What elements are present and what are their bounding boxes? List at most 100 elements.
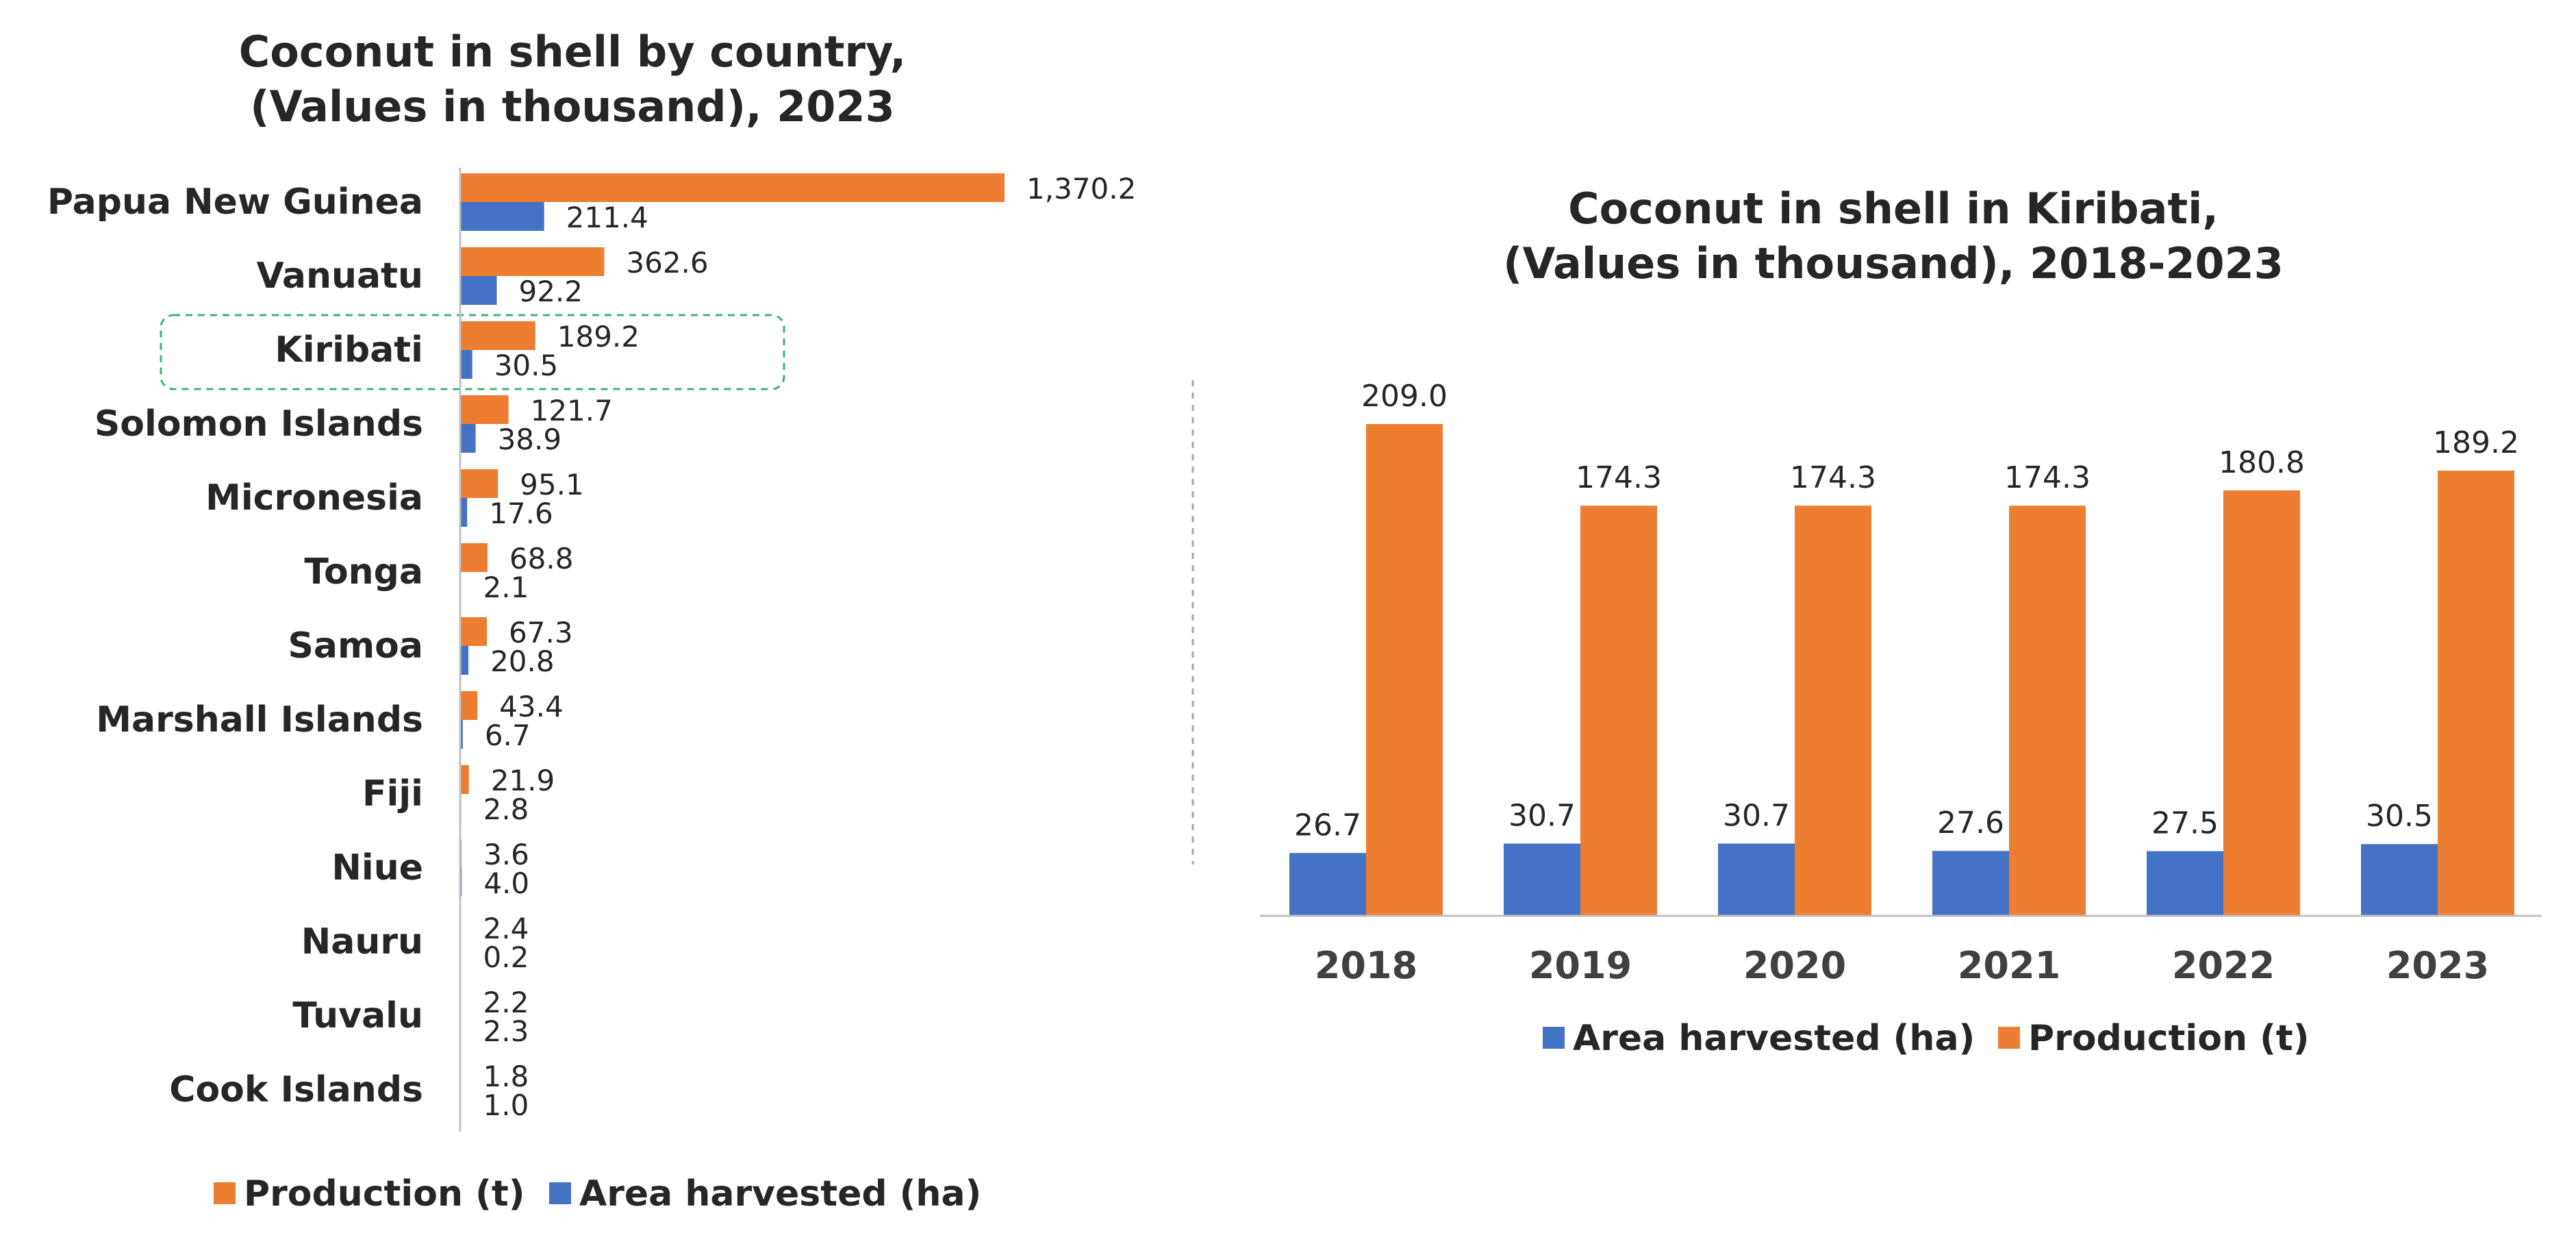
bar-production-vanuatu [460, 247, 605, 276]
bar-area-2021 [1932, 851, 2009, 916]
bar-production-2022 [2223, 490, 2300, 916]
data-label-production-solomon-islands: 121.7 [531, 394, 613, 427]
x-tick-label-2019: 2019 [1529, 944, 1632, 987]
x-tick-label-2018: 2018 [1315, 944, 1417, 987]
data-label-area-niue: 4.0 [483, 867, 529, 900]
category-label-cook-islands: Cook Islands [169, 1069, 423, 1110]
category-label-tuvalu: Tuvalu [292, 995, 423, 1036]
category-label-marshall-islands: Marshall Islands [96, 699, 423, 740]
left-legend-label-production: Production (t) [244, 1173, 525, 1214]
right-chart-title-line-2: (Values in thousand), 2018-2023 [1503, 238, 2284, 288]
bar-area-kiribati [460, 350, 472, 379]
x-tick-label-2021: 2021 [1958, 944, 2060, 987]
bar-area-2019 [1504, 843, 1580, 916]
data-label-production-2019: 174.3 [1576, 460, 1662, 495]
data-label-production-tuvalu: 2.2 [483, 986, 529, 1019]
left-chart-title-line-1: Coconut in shell by country, [239, 27, 906, 77]
bar-production-kiribati [460, 321, 535, 350]
data-label-area-2022: 27.5 [2151, 806, 2219, 841]
bar-area-vanuatu [460, 276, 497, 305]
legend-swatch-area [549, 1182, 571, 1204]
data-label-production-papua-new-guinea: 1,370.2 [1026, 172, 1136, 205]
bar-area-2018 [1289, 853, 1366, 916]
left-legend: Production (t) Area harvested (ha) [214, 1173, 981, 1214]
category-label-nauru: Nauru [301, 921, 423, 962]
x-tick-label-2022: 2022 [2172, 944, 2275, 987]
data-label-production-tonga: 68.8 [509, 542, 574, 575]
data-label-production-kiribati: 189.2 [557, 320, 640, 353]
data-label-production-marshall-islands: 43.4 [499, 690, 564, 723]
data-label-area-2019: 30.7 [1508, 799, 1576, 834]
legend-swatch-area [1543, 1027, 1565, 1049]
data-label-area-micronesia: 17.6 [489, 497, 553, 530]
bar-area-2020 [1718, 843, 1795, 916]
bar-area-2022 [2147, 851, 2223, 916]
bar-area-samoa [460, 646, 469, 675]
data-label-area-cook-islands: 1.0 [483, 1088, 529, 1122]
data-label-area-2018: 26.7 [1294, 808, 1361, 843]
data-label-production-micronesia: 95.1 [520, 468, 584, 501]
country-bar-chart: Coconut in shell by country, (Values in … [47, 27, 1136, 1214]
highlight-box-kiribati [160, 314, 785, 390]
data-label-area-tonga: 2.1 [483, 571, 529, 604]
data-label-production-niue: 3.6 [483, 838, 529, 871]
category-label-vanuatu: Vanuatu [257, 256, 424, 297]
data-label-production-vanuatu: 362.6 [626, 246, 708, 279]
left-bars-group: Papua New Guinea 1,370.2 211.4 Vanuatu 362.6… [47, 172, 1136, 1122]
data-label-area-vanuatu: 92.2 [518, 275, 583, 308]
bar-area-2023 [2361, 844, 2438, 916]
x-tick-label-2023: 2023 [2386, 944, 2489, 987]
bar-production-2023 [2438, 471, 2514, 916]
legend-swatch-production [214, 1182, 236, 1204]
bar-production-tonga [460, 543, 488, 572]
right-legend-label-area: Area harvested (ha) [1573, 1018, 1975, 1059]
bar-production-2020 [1795, 506, 1871, 916]
data-label-production-samoa: 67.3 [509, 616, 573, 649]
data-label-area-fiji: 2.8 [483, 793, 529, 826]
bar-production-2019 [1580, 506, 1657, 916]
data-label-production-2021: 174.3 [2004, 460, 2091, 495]
data-label-production-2023: 189.2 [2433, 425, 2519, 460]
category-label-micronesia: Micronesia [205, 477, 423, 519]
right-legend: Area harvested (ha) Production (t) [1543, 1018, 2309, 1059]
data-label-area-nauru: 0.2 [483, 940, 529, 974]
bar-production-micronesia [460, 469, 498, 498]
data-label-area-marshall-islands: 6.7 [485, 719, 531, 752]
right-chart-title-line-1: Coconut in shell in Kiribati, [1568, 184, 2219, 234]
category-label-samoa: Samoa [288, 625, 423, 666]
bar-production-samoa [460, 617, 488, 646]
bar-area-micronesia [460, 498, 468, 527]
data-label-area-2021: 27.6 [1937, 806, 2004, 840]
bar-area-solomon-islands [460, 424, 476, 453]
legend-swatch-production [1998, 1027, 2020, 1049]
data-label-production-2020: 174.3 [1790, 460, 1876, 495]
bar-area-papua-new-guinea [460, 202, 544, 231]
data-label-production-nauru: 2.4 [483, 912, 529, 945]
category-label-kiribati: Kiribati [275, 329, 423, 371]
bar-production-2021 [2009, 506, 2086, 916]
category-label-papua-new-guinea: Papua New Guinea [47, 182, 423, 223]
bar-production-fiji [460, 765, 469, 794]
left-chart-title-line-2: (Values in thousand), 2023 [250, 82, 894, 132]
x-tick-label-2020: 2020 [1743, 944, 1846, 987]
data-label-area-samoa: 20.8 [490, 645, 555, 678]
data-label-area-2023: 30.5 [2366, 799, 2433, 834]
data-label-production-2018: 209.0 [1361, 379, 1448, 414]
category-label-solomon-islands: Solomon Islands [94, 403, 423, 445]
bar-production-2018 [1366, 424, 1443, 916]
data-label-production-cook-islands: 1.8 [483, 1060, 529, 1093]
data-label-area-tuvalu: 2.3 [483, 1014, 529, 1048]
bar-production-papua-new-guinea [460, 173, 1005, 202]
bar-production-marshall-islands [460, 691, 478, 720]
right-bars-group: 26.7 209.0 2018 30.7 174.3 2019 30.7 174.3 2020 2… [1289, 379, 2519, 987]
kiribati-bar-chart: Coconut in shell in Kiribati, (Values in… [1260, 184, 2542, 1059]
right-legend-label-production: Production (t) [2028, 1018, 2309, 1059]
data-label-production-2022: 180.8 [2219, 445, 2305, 480]
category-label-niue: Niue [331, 847, 423, 888]
data-label-production-fiji: 21.9 [491, 764, 555, 797]
bar-area-marshall-islands [460, 720, 463, 749]
category-label-tonga: Tonga [304, 551, 423, 593]
data-label-area-2020: 30.7 [1723, 799, 1790, 834]
data-label-area-solomon-islands: 38.9 [498, 423, 562, 456]
